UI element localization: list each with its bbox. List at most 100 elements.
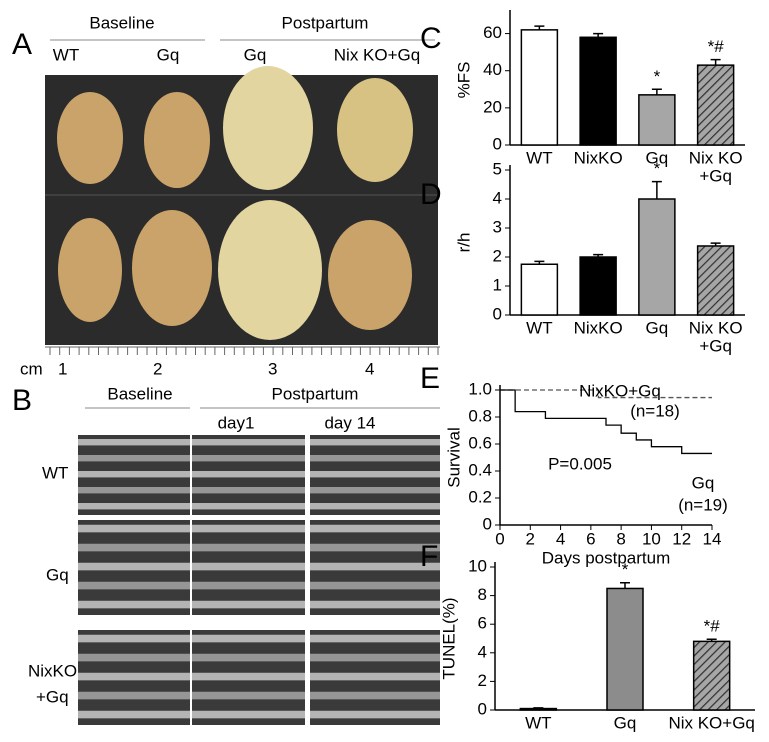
echo-band (78, 581, 190, 590)
bar (519, 707, 558, 711)
echo-band (192, 691, 305, 700)
y-tick-label: 40 (483, 60, 502, 79)
y-tick-label: 4 (493, 188, 502, 207)
y-axis-label: Survival (444, 427, 463, 487)
x-tick-label: 4 (556, 529, 565, 548)
x-tick-label: Nix KO (689, 318, 743, 337)
series-n: (n=19) (678, 495, 728, 514)
x-tick-label: Nix KO+Gq (668, 713, 754, 732)
echo-band (310, 710, 440, 719)
row-label: NixKO (28, 661, 77, 680)
bar (696, 245, 735, 316)
echo-band (310, 471, 440, 478)
ruler-ticks (49, 347, 439, 355)
echo-band (310, 524, 440, 533)
group-label: Baseline (89, 13, 154, 32)
echo-band (310, 634, 440, 643)
series-label: NixKO+Gq (579, 381, 661, 400)
scale-mark: 4 (365, 359, 374, 378)
x-tick-label: 2 (526, 529, 535, 548)
echo-band (78, 503, 190, 510)
x-tick-label: +Gq (699, 166, 732, 185)
error-bar (620, 581, 630, 589)
y-tick-label: 0 (478, 699, 487, 718)
group-label: Postpartum (282, 13, 369, 32)
echo-band (192, 471, 305, 478)
panel-letter: F (420, 540, 438, 573)
day-label: day1 (218, 413, 255, 432)
y-tick-label: 0.2 (468, 487, 492, 506)
error-bar (651, 88, 662, 95)
echo-band (192, 600, 305, 609)
bar (579, 256, 617, 316)
echo-band (78, 691, 190, 700)
echo-band (310, 691, 440, 700)
y-tick-label: 60 (483, 23, 502, 42)
echo-band (78, 487, 190, 494)
day-label: day 14 (324, 413, 375, 432)
scale-mark: 1 (58, 359, 67, 378)
error-bar (533, 707, 544, 709)
echo-band (78, 710, 190, 719)
y-tick-label: 0 (483, 514, 492, 533)
row-label: +Gq (36, 687, 69, 706)
panel-letter: D (420, 178, 442, 211)
echo-band (78, 543, 190, 552)
y-tick-label: 0.4 (468, 460, 492, 479)
column-label: WT (53, 45, 79, 64)
row-label: Gq (46, 565, 69, 584)
echo-band (310, 455, 440, 462)
y-tick-label: 20 (483, 97, 502, 116)
x-tick-label: Nix KO (689, 148, 743, 167)
echo-band (192, 543, 305, 552)
echo-band (192, 672, 305, 681)
echo-band (78, 634, 190, 643)
error-bar (593, 32, 604, 38)
scale-mark: 3 (268, 359, 277, 378)
echo-band (78, 653, 190, 662)
echo-band (310, 600, 440, 609)
bar (692, 640, 731, 711)
error-bar (534, 25, 545, 30)
echo-band (78, 524, 190, 533)
echo-band (310, 439, 440, 446)
x-tick-label: WT (526, 148, 552, 167)
panel-letter: E (420, 362, 440, 395)
y-tick-label: 1 (493, 275, 502, 294)
x-tick-label: WT (526, 318, 552, 337)
scale-mark: 2 (153, 359, 162, 378)
panel-letter: B (12, 384, 32, 417)
error-bar (710, 242, 721, 246)
y-tick-label: 0.8 (468, 406, 492, 425)
y-tick-label: 2 (493, 246, 502, 265)
x-tick-label: Gq (646, 148, 669, 167)
y-tick-label: 1.0 (468, 379, 492, 398)
bar (696, 64, 735, 146)
x-tick-label: WT (525, 713, 551, 732)
y-tick-label: 8 (478, 585, 487, 604)
survival-line (500, 389, 712, 455)
group-label: Postpartum (272, 384, 359, 403)
annotation: * (622, 560, 629, 579)
y-tick-label: 10 (468, 556, 487, 575)
x-tick-label: 6 (586, 529, 595, 548)
annotation: *# (704, 617, 721, 636)
echo-band (310, 543, 440, 552)
bar (520, 263, 559, 316)
y-tick-label: 4 (478, 642, 487, 661)
p-value: P=0.005 (548, 454, 612, 473)
echo-band (78, 439, 190, 446)
x-tick-label: NixKO (574, 318, 623, 337)
echo-band (192, 524, 305, 533)
bar (638, 198, 676, 316)
y-axis-label: TUNEL(%) (439, 597, 458, 679)
x-tick-label: 10 (642, 529, 661, 548)
y-tick-label: 2 (478, 671, 487, 690)
y-tick-label: 6 (478, 614, 487, 633)
echo-band (192, 710, 305, 719)
y-tick-label: 0.6 (468, 433, 492, 452)
echo-band (310, 653, 440, 662)
annotation: * (654, 67, 661, 86)
series-n: (n=18) (630, 401, 680, 420)
